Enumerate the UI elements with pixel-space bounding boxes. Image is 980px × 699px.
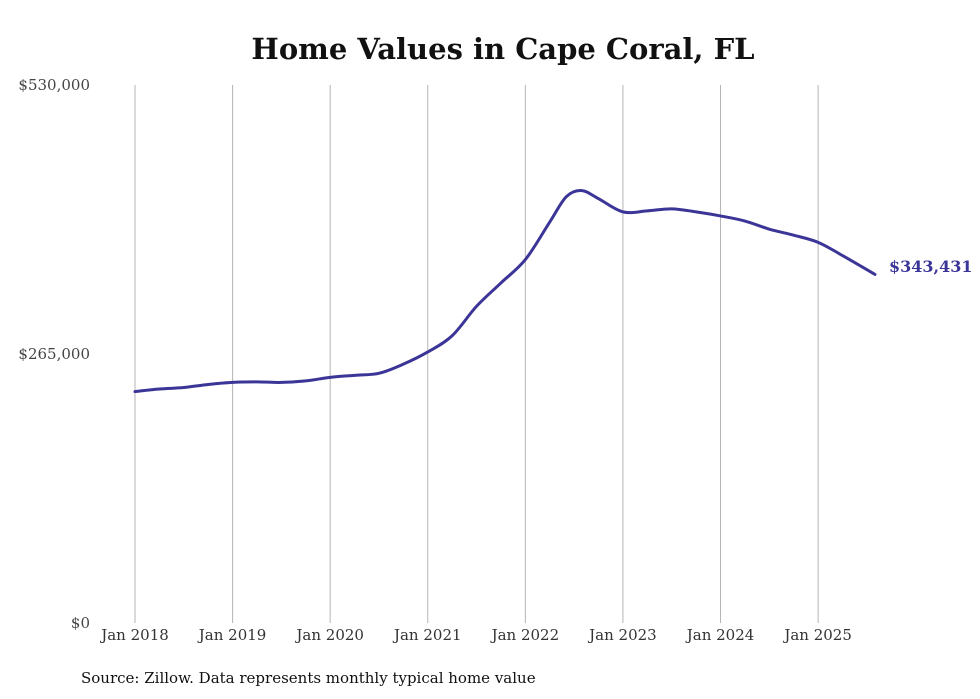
y-axis: $0 $265,000 $530,000 bbox=[18, 76, 90, 632]
x-tick-label: Jan 2025 bbox=[782, 626, 852, 644]
end-value-label: $343,431 bbox=[889, 257, 973, 276]
y-tick-label: $0 bbox=[71, 614, 90, 632]
x-tick-label: Jan 2019 bbox=[197, 626, 267, 644]
series-line bbox=[133, 189, 877, 394]
x-tick-label: Jan 2018 bbox=[99, 626, 169, 644]
x-tick-label: Jan 2021 bbox=[392, 626, 462, 644]
source-note: Source: Zillow. Data represents monthly … bbox=[81, 669, 536, 687]
x-axis: Jan 2018 Jan 2019 Jan 2020 Jan 2021 Jan 2022… bbox=[99, 626, 852, 644]
chart-title: Home Values in Cape Coral, FL bbox=[251, 32, 754, 66]
x-tick-label: Jan 2020 bbox=[294, 626, 364, 644]
series-group bbox=[133, 189, 877, 394]
y-tick-label: $265,000 bbox=[18, 345, 90, 363]
x-tick-label: Jan 2022 bbox=[490, 626, 560, 644]
y-tick-label: $530,000 bbox=[18, 76, 90, 94]
x-gridlines bbox=[134, 85, 819, 623]
x-tick-label: Jan 2023 bbox=[587, 626, 657, 644]
x-tick-label: Jan 2024 bbox=[685, 626, 755, 644]
